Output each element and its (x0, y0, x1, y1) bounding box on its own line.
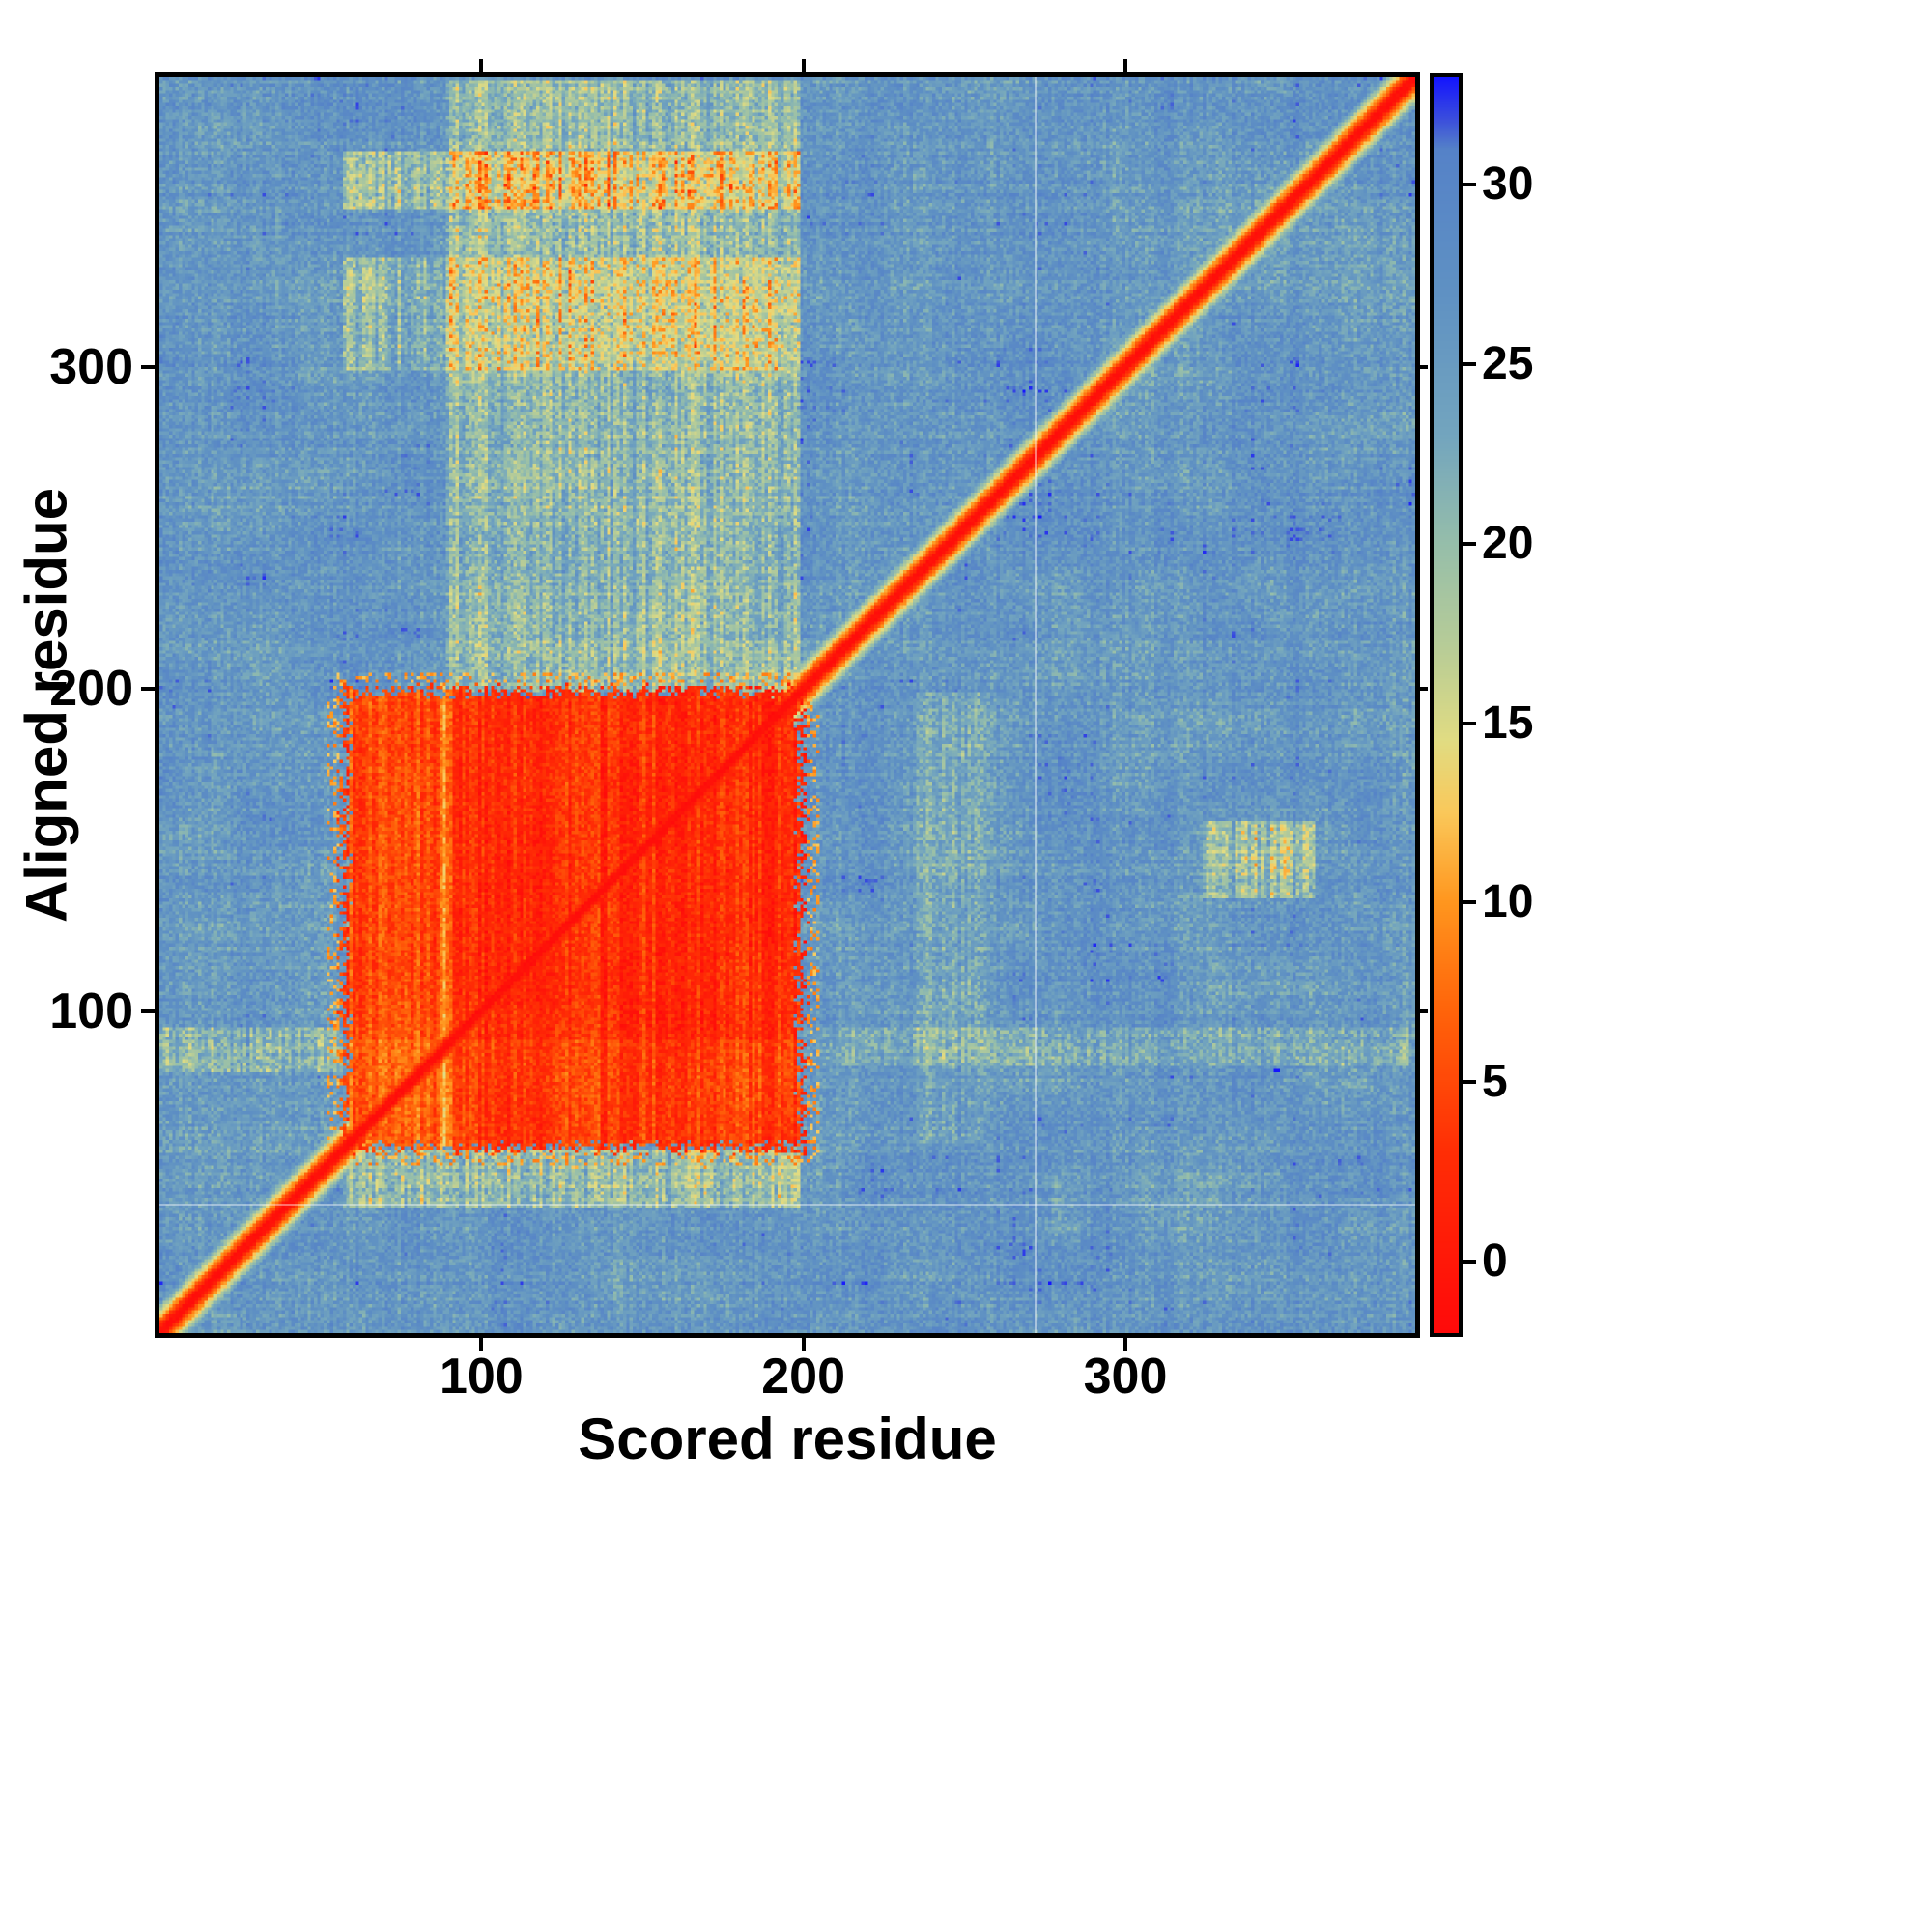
y-tick-mark-right (1420, 1009, 1428, 1013)
colorbar-tick-mark (1463, 900, 1476, 905)
colorbar-tick-label: 0 (1482, 1235, 1508, 1287)
x-tick-mark-top (801, 59, 806, 72)
x-tick-mark (479, 1338, 484, 1351)
heatmap-plot-area (155, 72, 1420, 1338)
y-tick-label: 100 (49, 982, 133, 1039)
colorbar-tick-mark (1463, 362, 1476, 367)
colorbar-tick-label: 5 (1482, 1056, 1508, 1107)
x-tick-mark (801, 1338, 806, 1351)
x-axis-label: Scored residue (578, 1406, 997, 1471)
x-tick-mark (1123, 1338, 1127, 1351)
x-tick-label: 300 (1083, 1349, 1168, 1405)
colorbar-tick-mark (1463, 721, 1476, 725)
colorbar-tick-mark (1463, 541, 1476, 546)
y-tick-mark (141, 365, 155, 369)
white-reference-line-horizontal (159, 1203, 1415, 1206)
colorbar-tick-label: 10 (1482, 876, 1534, 928)
colorbar-tick-label: 25 (1482, 338, 1534, 390)
colorbar-gradient-canvas (1434, 77, 1459, 1333)
colorbar-tick-mark (1463, 183, 1476, 187)
colorbar (1430, 73, 1463, 1337)
colorbar-tick-mark (1463, 1080, 1476, 1084)
colorbar-tick-label: 15 (1482, 696, 1534, 749)
colorbar-tick-mark (1463, 1259, 1476, 1264)
colorbar-tick-label: 20 (1482, 517, 1534, 569)
x-tick-mark-top (1123, 59, 1127, 72)
x-tick-label: 100 (439, 1349, 524, 1405)
y-tick-mark-right (1420, 365, 1428, 369)
y-tick-label: 200 (49, 661, 133, 718)
white-reference-line-vertical (1034, 77, 1037, 1333)
x-tick-mark-top (479, 59, 484, 72)
y-tick-mark (141, 687, 155, 692)
colorbar-tick-label: 30 (1482, 158, 1534, 211)
y-tick-mark-right (1420, 687, 1428, 692)
y-tick-label: 300 (49, 339, 133, 395)
x-tick-label: 200 (761, 1349, 846, 1405)
y-tick-mark (141, 1009, 155, 1013)
heatmap-canvas (159, 77, 1415, 1333)
